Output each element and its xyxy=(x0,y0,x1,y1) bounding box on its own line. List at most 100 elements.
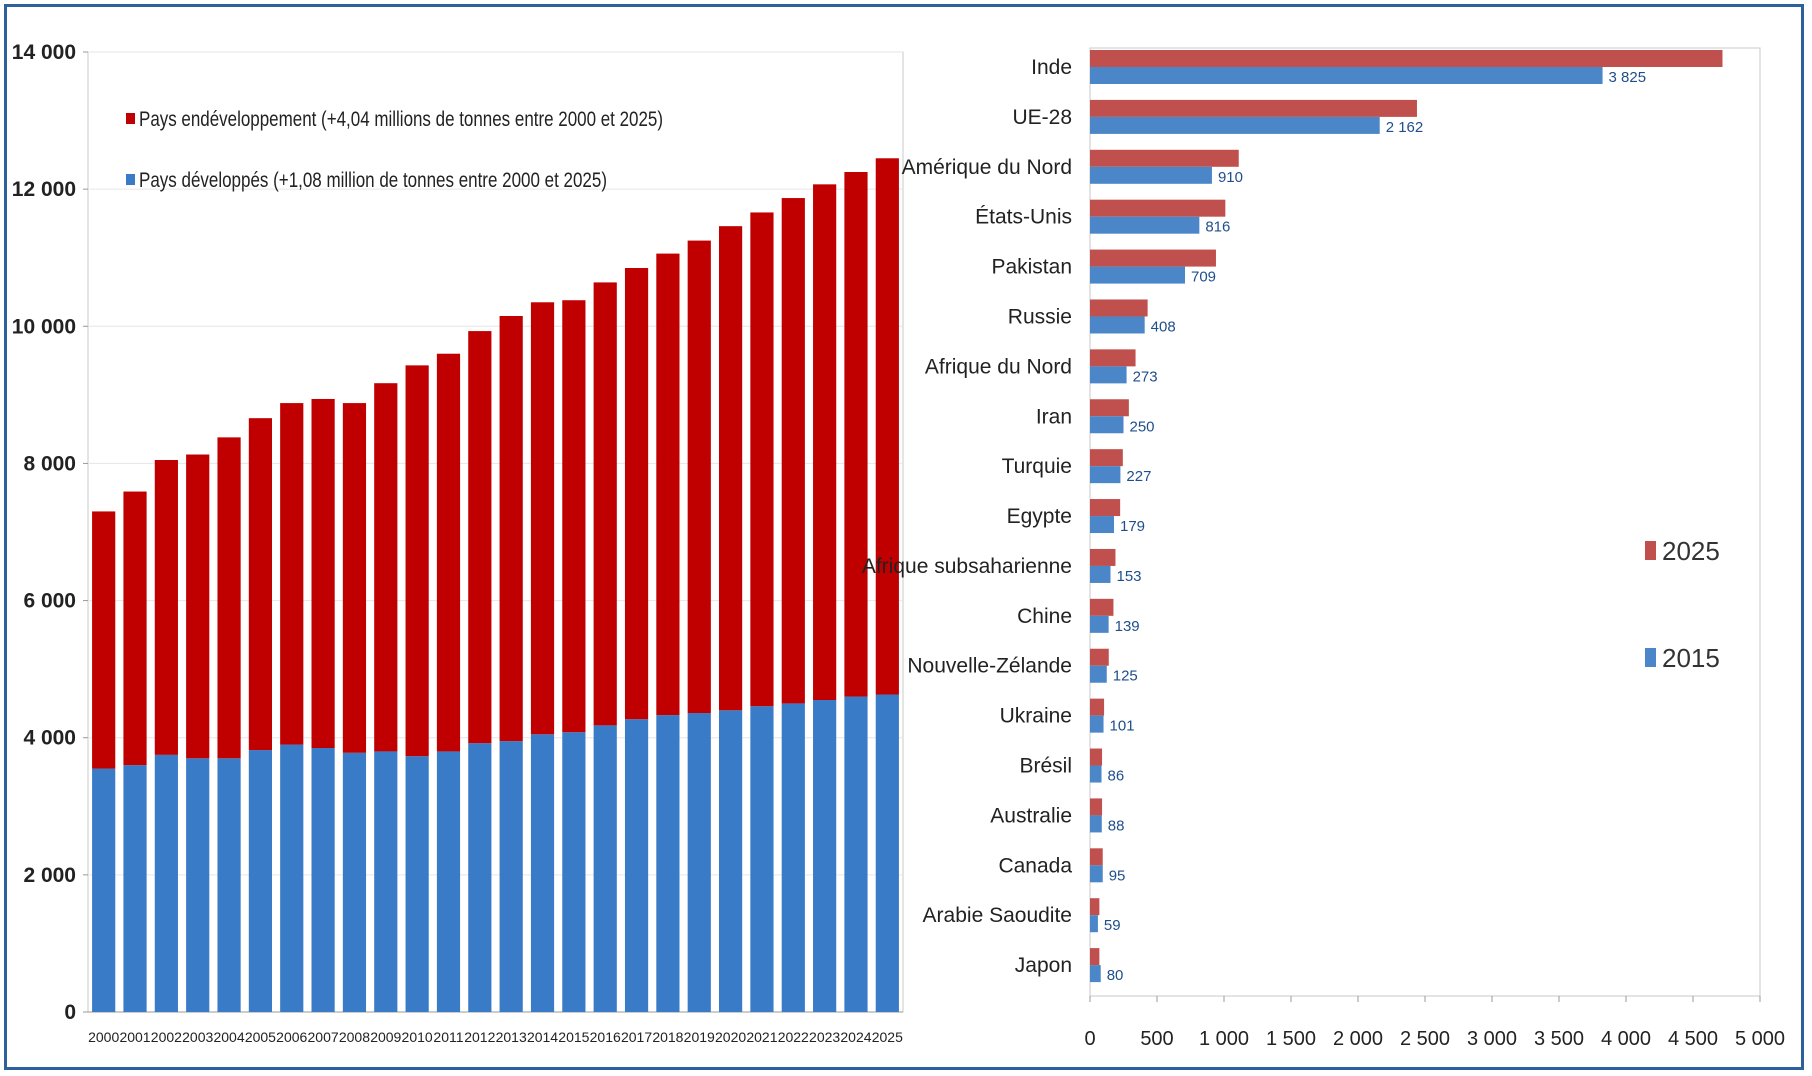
data-label-2015: 86 xyxy=(1108,768,1125,785)
category-label: Arabie Saoudite xyxy=(923,904,1072,927)
legend-swatch-2015 xyxy=(1645,648,1656,667)
bar-developing xyxy=(656,253,680,716)
legend-swatch-2025 xyxy=(1645,541,1656,560)
category-label: Pakistan xyxy=(991,256,1072,279)
bar-2025 xyxy=(1090,648,1109,666)
data-label-2015: 125 xyxy=(1113,668,1138,685)
data-label-2015: 80 xyxy=(1107,967,1124,984)
bar-developing xyxy=(405,365,429,757)
bar-2025 xyxy=(1090,99,1417,117)
legend-label-2025: 2025 xyxy=(1662,536,1720,566)
bar-developed xyxy=(687,713,711,1012)
x-tick-label: 2004 xyxy=(213,1029,244,1045)
bar-developed xyxy=(593,725,617,1012)
data-label-2015: 139 xyxy=(1115,618,1140,635)
bar-developing xyxy=(92,511,116,769)
bar-2025 xyxy=(1090,499,1121,517)
data-label-2015: 250 xyxy=(1130,418,1155,435)
data-label-2015: 59 xyxy=(1104,917,1121,934)
bar-2015 xyxy=(1090,516,1114,534)
x-tick-label: 4 000 xyxy=(1601,1028,1651,1050)
category-label: Inde xyxy=(1031,56,1072,79)
bar-developed xyxy=(311,748,335,1012)
x-tick-label: 2014 xyxy=(527,1029,558,1045)
x-tick-label: 2 000 xyxy=(1333,1028,1383,1050)
category-label: Iran xyxy=(1036,405,1072,428)
bar-developed xyxy=(750,706,774,1012)
data-label-2015: 2 162 xyxy=(1386,119,1424,136)
category-label: Egypte xyxy=(1007,505,1072,528)
bar-developing xyxy=(750,212,774,707)
category-label: Australie xyxy=(990,804,1072,827)
bar-2015 xyxy=(1090,715,1104,733)
bar-2025 xyxy=(1090,848,1103,866)
bar-2015 xyxy=(1090,815,1102,833)
data-label-2015: 273 xyxy=(1133,368,1158,385)
x-tick-label: 2019 xyxy=(684,1029,715,1045)
x-tick-label: 2017 xyxy=(621,1029,652,1045)
bar-2015 xyxy=(1090,466,1121,484)
y-tick-label: 0 xyxy=(64,1001,76,1024)
bar-developing xyxy=(593,282,617,726)
bar-developing xyxy=(186,454,210,759)
x-tick-label: 2003 xyxy=(182,1029,213,1045)
bar-2025 xyxy=(1090,399,1129,417)
bar-developing xyxy=(718,226,743,711)
bar-developed xyxy=(123,765,147,1012)
legend-swatch-developing xyxy=(126,113,135,124)
bar-2015 xyxy=(1090,416,1124,434)
bar-2025 xyxy=(1090,698,1105,716)
bar-developing xyxy=(844,172,868,697)
bar-developed xyxy=(562,732,586,1012)
bar-2025 xyxy=(1090,898,1100,916)
data-label-2015: 816 xyxy=(1205,219,1230,236)
bar-developed xyxy=(813,700,837,1012)
x-tick-label: 2009 xyxy=(370,1029,401,1045)
bar-developing xyxy=(687,240,711,714)
bar-developed xyxy=(154,754,178,1012)
bar-2015 xyxy=(1090,216,1200,234)
x-tick-label: 2016 xyxy=(590,1029,621,1045)
bar-2015 xyxy=(1090,67,1603,84)
bar-developing xyxy=(217,437,241,759)
bar-2025 xyxy=(1090,798,1103,816)
bar-developed xyxy=(436,751,461,1012)
data-label-2015: 153 xyxy=(1117,568,1142,585)
bar-developing xyxy=(468,331,492,744)
category-label: Nouvelle-Zélande xyxy=(907,655,1072,678)
x-tick-label: 2012 xyxy=(464,1029,495,1045)
bar-developed xyxy=(875,694,899,1012)
y-tick-label: 10 000 xyxy=(12,315,76,338)
x-tick-label: 2024 xyxy=(840,1029,871,1045)
bar-developed xyxy=(374,751,398,1012)
bar-developed xyxy=(656,715,680,1012)
bar-2025 xyxy=(1090,598,1114,616)
bar-2015 xyxy=(1090,116,1380,134)
bar-2015 xyxy=(1090,965,1101,983)
x-tick-label: 2005 xyxy=(245,1029,276,1045)
y-tick-label: 12 000 xyxy=(12,178,76,201)
bar-2015 xyxy=(1090,565,1111,583)
category-label: Brésil xyxy=(1019,755,1072,778)
bar-developed xyxy=(530,734,555,1012)
bar-developing xyxy=(280,403,304,745)
x-tick-label: 4 500 xyxy=(1668,1028,1718,1050)
x-tick-label: 2008 xyxy=(339,1029,370,1045)
bar-developing xyxy=(875,158,899,695)
x-tick-label: 3 000 xyxy=(1467,1028,1517,1050)
bar-2025 xyxy=(1090,299,1148,317)
category-label: Chine xyxy=(1017,605,1072,628)
x-tick-label: 1 000 xyxy=(1199,1028,1249,1050)
legend-swatch-developed xyxy=(126,174,135,185)
x-tick-label: 2018 xyxy=(652,1029,683,1045)
bar-2025 xyxy=(1090,548,1116,566)
data-label-2015: 910 xyxy=(1218,169,1243,186)
x-tick-label: 2000 xyxy=(88,1029,119,1045)
bar-developed xyxy=(92,768,116,1012)
bar-developed xyxy=(405,756,429,1012)
bar-developed xyxy=(844,696,868,1012)
bar-2015 xyxy=(1090,665,1107,683)
bar-developing xyxy=(624,268,649,720)
